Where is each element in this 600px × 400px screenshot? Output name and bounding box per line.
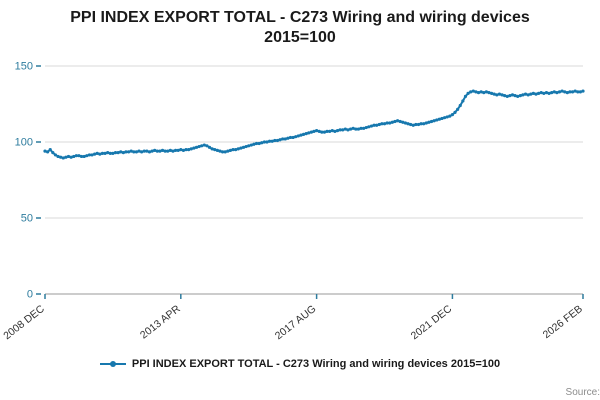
- svg-text:50: 50: [21, 213, 33, 225]
- svg-text:2013 APR: 2013 APR: [138, 303, 183, 342]
- svg-text:0: 0: [27, 289, 33, 301]
- svg-text:2026 FEB: 2026 FEB: [541, 303, 585, 341]
- legend-line-marker-icon: [99, 361, 126, 367]
- chart-title: PPI INDEX EXPORT TOTAL - C273 Wiring and…: [70, 9, 530, 46]
- source-label: Source:: [565, 387, 600, 398]
- legend-label: PPI INDEX EXPORT TOTAL - C273 Wiring and…: [131, 358, 501, 370]
- svg-text:2017 AUG: 2017 AUG: [273, 303, 319, 342]
- legend: PPI INDEX EXPORT TOTAL - C273 Wiring and…: [0, 358, 600, 370]
- svg-text:100: 100: [15, 137, 33, 149]
- svg-text:2008 DEC: 2008 DEC: [1, 303, 47, 343]
- line-chart-plot: 0 50 100 150 2008 DEC 2013 APR 2017 AUG 2021 DE…: [1, 61, 585, 343]
- svg-text:2021 DEC: 2021 DEC: [409, 303, 455, 343]
- svg-text:150: 150: [15, 61, 33, 73]
